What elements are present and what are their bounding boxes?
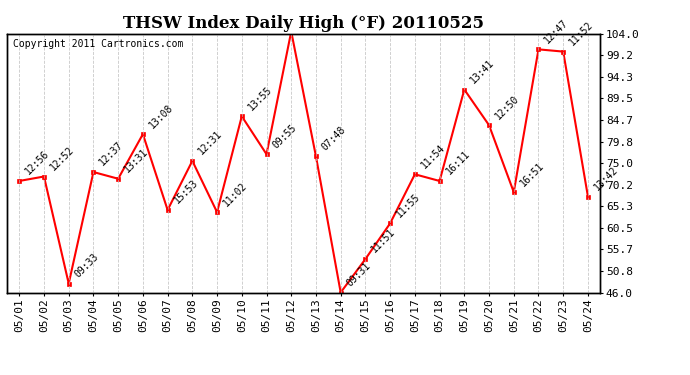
Text: 12:37: 12:37: [97, 140, 126, 168]
Text: 13:41: 13:41: [469, 57, 496, 86]
Text: 13:08: 13:08: [147, 102, 175, 130]
Text: 13:55: 13:55: [246, 84, 274, 112]
Text: 11:54: 11:54: [419, 142, 447, 170]
Text: 11:55: 11:55: [394, 191, 422, 219]
Text: 11:51: 11:51: [370, 227, 397, 255]
Text: 09:31: 09:31: [345, 261, 373, 288]
Text: 12:50: 12:50: [493, 93, 521, 121]
Text: 09:55: 09:55: [270, 122, 299, 150]
Text: 16:11: 16:11: [444, 149, 471, 177]
Text: THSW Index Daily High (°F) 20110525: THSW Index Daily High (°F) 20110525: [123, 15, 484, 32]
Text: 09:33: 09:33: [73, 252, 101, 279]
Text: 12:56: 12:56: [23, 149, 51, 177]
Text: 12:52: 12:52: [48, 144, 76, 172]
Text: 12:31: 12:31: [197, 129, 224, 157]
Text: 11:52: 11:52: [567, 20, 595, 47]
Text: 13:42: 13:42: [592, 165, 620, 192]
Text: 13:14: 13:14: [0, 374, 1, 375]
Text: 07:48: 07:48: [320, 124, 348, 152]
Text: 16:51: 16:51: [518, 160, 546, 188]
Text: 11:02: 11:02: [221, 180, 249, 208]
Text: 12:47: 12:47: [542, 17, 571, 45]
Text: 15:53: 15:53: [172, 178, 199, 206]
Text: Copyright 2011 Cartronics.com: Copyright 2011 Cartronics.com: [13, 39, 184, 49]
Text: 13:31: 13:31: [122, 147, 150, 175]
